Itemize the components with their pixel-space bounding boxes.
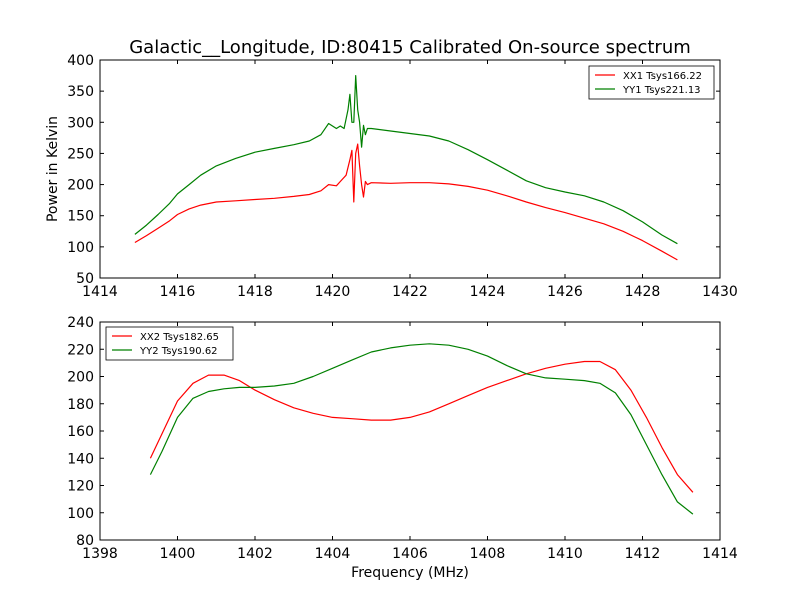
y-tick-label: 80 [76, 533, 94, 549]
y-tick-label: 140 [67, 451, 94, 467]
x-tick-label: 1402 [237, 546, 273, 562]
y-tick-label: 400 [67, 53, 94, 69]
x-tick-label: 1430 [702, 284, 738, 300]
y-tick-label: 220 [67, 342, 94, 358]
top-y-ticks: 50 100 150 200 250 300 350 400 [67, 53, 720, 287]
y-tick-label: 250 [67, 146, 94, 162]
legend-entry-label: YY2 Tsys190.62 [139, 346, 218, 357]
x-tick-label: 1414 [82, 284, 118, 300]
top-spectrum-plot: 1414 1416 1418 1420 1422 1424 1426 1428 1430 501… [45, 53, 738, 300]
top-legend: XX1 Tsys166.22 YY1 Tsys221.13 [588, 65, 715, 100]
x-tick-label: 1418 [237, 284, 273, 300]
figure-title: Galactic__Longitude, ID:80415 Calibrated… [129, 37, 691, 58]
x-tick-label: 1404 [315, 546, 351, 562]
legend-box [588, 65, 715, 100]
top-series-layer [134, 74, 678, 261]
x-tick-label: 1406 [392, 546, 428, 562]
y-tick-label: 100 [67, 240, 94, 256]
y-tick-label: 50 [76, 271, 94, 287]
legend-entry-label: XX2 Tsys182.65 [140, 332, 219, 343]
bottom-y-ticks: 80 100 120 140 160 180 200 220 240 [67, 315, 720, 549]
bottom-legend: XX2 Tsys182.65 YY2 Tsys190.62 [105, 326, 234, 361]
top-y-axis-label: Power in Kelvin [45, 116, 61, 222]
bottom-series-1-line [149, 360, 694, 493]
legend-entry-label: XX1 Tsys166.22 [623, 71, 702, 82]
x-tick-label: 1422 [392, 284, 428, 300]
x-tick-label: 1412 [625, 546, 661, 562]
y-tick-label: 180 [67, 397, 94, 413]
top-series-2-line [134, 74, 678, 245]
x-tick-label: 1398 [82, 546, 118, 562]
bottom-series-layer [149, 343, 694, 515]
y-tick-label: 160 [67, 424, 94, 440]
bottom-spectrum-plot: 1398 1400 1402 1404 1406 1408 1410 1412 1414 801… [67, 315, 738, 581]
legend-entry-label: YY1 Tsys221.13 [622, 85, 701, 96]
x-tick-label: 1414 [702, 546, 738, 562]
x-tick-label: 1428 [625, 284, 661, 300]
y-tick-label: 300 [67, 115, 94, 131]
y-tick-label: 240 [67, 315, 94, 331]
x-tick-label: 1416 [160, 284, 196, 300]
legend-box [105, 326, 234, 361]
x-tick-label: 1408 [470, 546, 506, 562]
bottom-series-2-line [149, 343, 694, 515]
y-tick-label: 150 [67, 209, 94, 225]
x-tick-label: 1410 [547, 546, 583, 562]
x-tick-label: 1420 [315, 284, 351, 300]
y-tick-label: 120 [67, 479, 94, 495]
x-tick-label: 1426 [547, 284, 583, 300]
y-tick-label: 100 [67, 506, 94, 522]
bottom-x-ticks: 1398 1400 1402 1404 1406 1408 1410 1412 1414 [82, 322, 738, 562]
y-tick-label: 350 [67, 84, 94, 100]
bottom-x-axis-label: Frequency (MHz) [351, 565, 469, 581]
x-tick-label: 1400 [160, 546, 196, 562]
x-tick-label: 1424 [470, 284, 506, 300]
top-x-ticks: 1414 1416 1418 1420 1422 1424 1426 1428 1430 [82, 60, 738, 300]
y-tick-label: 200 [67, 370, 94, 386]
y-tick-label: 200 [67, 178, 94, 194]
top-series-1-line [134, 143, 678, 261]
